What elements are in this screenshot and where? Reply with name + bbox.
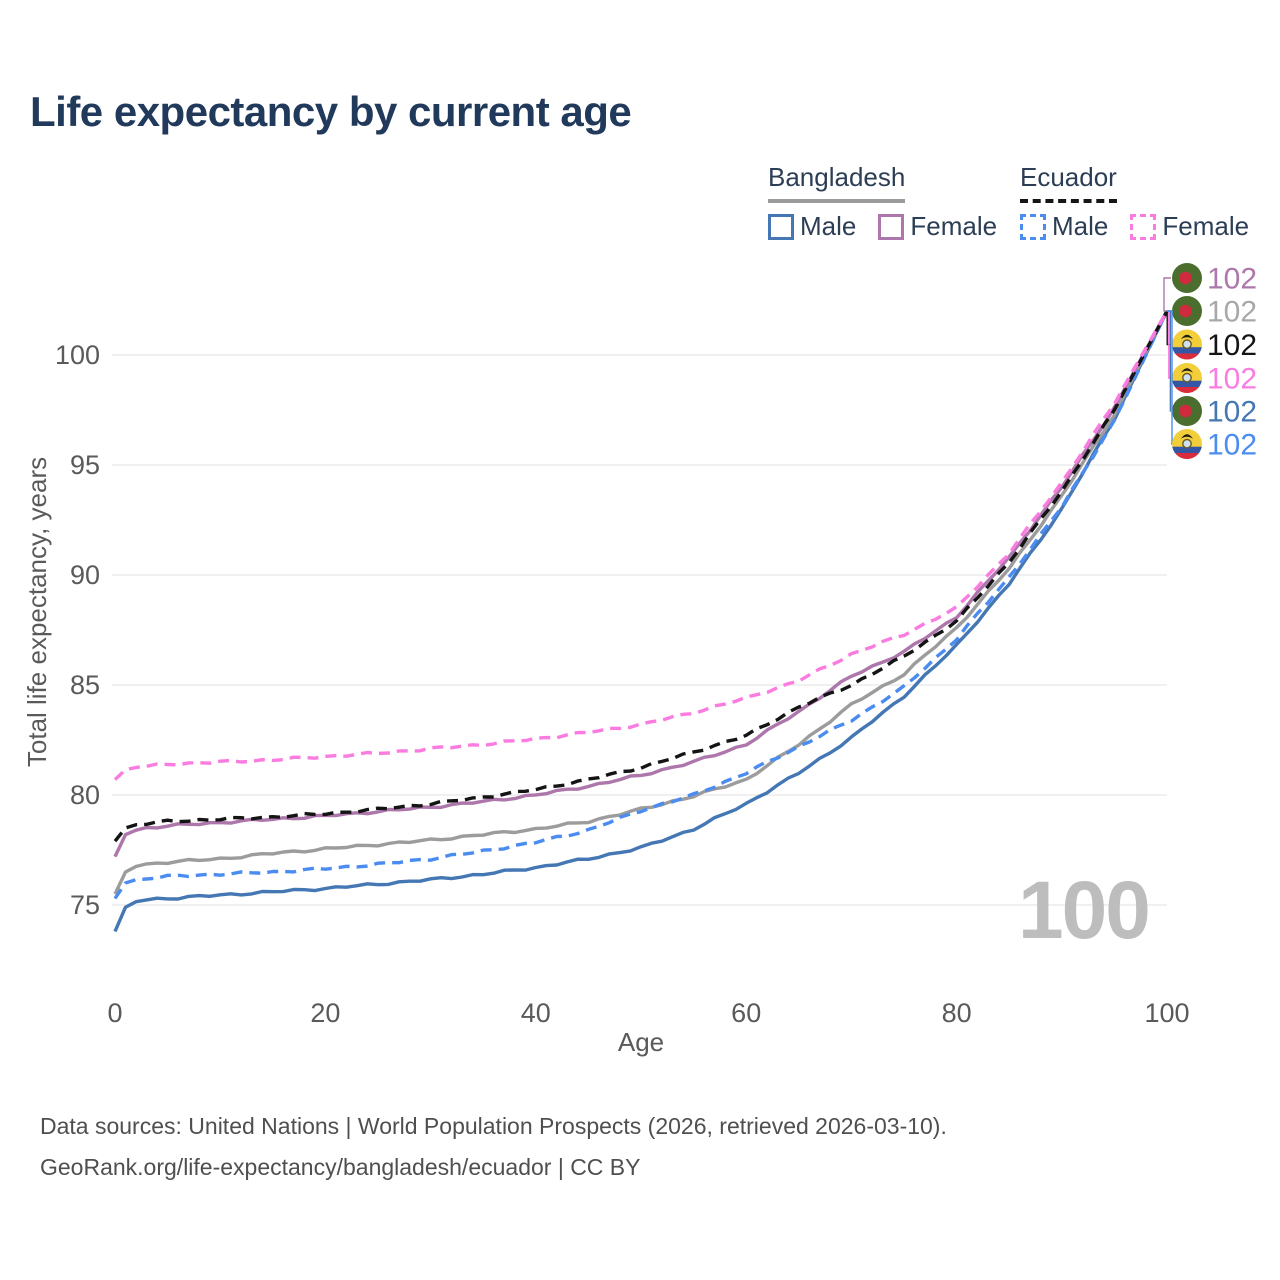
series-line-bd-total[interactable]	[113, 310, 1169, 895]
end-label-ec-male: 102	[1167, 310, 1257, 462]
ecuador-female-swatch-icon	[1130, 213, 1157, 240]
flag-bangladesh-icon	[1172, 396, 1202, 426]
legend-country-ecuador[interactable]: Ecuador	[1020, 162, 1117, 203]
y-tick-label-85: 85	[70, 670, 100, 700]
y-tick-label-75: 75	[70, 890, 100, 920]
y-tick-label-90: 90	[70, 560, 100, 590]
page-title: Life expectancy by current age	[30, 88, 632, 135]
legend-label-ecuador-female: Female	[1162, 211, 1250, 241]
legend-label-ecuador-male: Male	[1052, 211, 1109, 241]
legend-item-bangladesh-male[interactable]: Male	[768, 211, 856, 242]
flag-ecuador-icon	[1172, 429, 1202, 459]
leader-line-ec-male	[1167, 310, 1173, 445]
flag-ecuador-icon	[1172, 329, 1202, 360]
legend-item-bangladesh-female[interactable]: Female	[878, 211, 997, 242]
legend-items-ecuador: Male Female	[1020, 211, 1271, 242]
data-sources-line: Data sources: United Nations | World Pop…	[40, 1113, 947, 1139]
end-label-bd-male: 102	[1167, 310, 1257, 429]
leader-line-bd-female	[1163, 277, 1171, 312]
y-tick-label-80: 80	[70, 780, 100, 810]
x-axis-title: Age	[618, 1027, 664, 1057]
legend-group-ecuador: Ecuador Male Female	[1020, 162, 1271, 242]
end-label-bd-female: 102	[1163, 263, 1257, 312]
series-line-ec-male[interactable]	[113, 310, 1169, 900]
x-tick-label-0: 0	[107, 998, 122, 1028]
y-axis-title: Total life expectancy, years	[22, 457, 52, 767]
series-line-bd-female[interactable]	[113, 310, 1169, 858]
x-tick-label-20: 20	[310, 998, 340, 1028]
y-tick-label-95: 95	[70, 450, 100, 480]
chart-footer: Data sources: United Nations | World Pop…	[40, 1106, 947, 1188]
legend-group-bangladesh: Bangladesh Male Female	[768, 162, 1019, 242]
end-value-bd-male: 102	[1207, 396, 1257, 429]
end-value-ec-male: 102	[1207, 429, 1257, 462]
end-value-ec-total: 102	[1207, 329, 1257, 362]
x-tick-label-60: 60	[731, 998, 761, 1028]
bangladesh-male-swatch-icon	[768, 213, 794, 240]
bangladesh-female-swatch-icon	[878, 213, 905, 240]
x-tick-label-80: 80	[942, 998, 972, 1028]
series-line-bd-male[interactable]	[113, 310, 1169, 933]
end-label-bd-total: 102	[1165, 296, 1257, 329]
age-counter-watermark: 100	[1018, 865, 1151, 956]
legend-label-bangladesh-female: Female	[910, 211, 998, 241]
flag-bangladesh-icon	[1172, 296, 1202, 326]
end-value-ec-female: 102	[1207, 363, 1257, 396]
flag-ecuador-icon	[1172, 363, 1202, 393]
end-label-ec-total: 102	[1166, 310, 1257, 362]
legend-item-ecuador-female[interactable]: Female	[1130, 211, 1249, 242]
series-line-ec-total[interactable]	[113, 310, 1169, 843]
x-tick-label-40: 40	[521, 998, 551, 1028]
attribution-line: GeoRank.org/life-expectancy/bangladesh/e…	[40, 1154, 641, 1180]
legend-item-ecuador-male[interactable]: Male	[1020, 211, 1108, 242]
legend-items-bangladesh: Male Female	[768, 211, 1019, 242]
end-value-bd-total: 102	[1207, 296, 1257, 329]
ecuador-male-swatch-icon	[1020, 213, 1046, 240]
legend-label-bangladesh-male: Male	[800, 211, 857, 241]
series-line-ec-female[interactable]	[113, 310, 1169, 781]
flag-bangladesh-icon	[1172, 263, 1202, 293]
end-label-ec-female: 102	[1167, 310, 1257, 396]
legend-country-bangladesh[interactable]: Bangladesh	[768, 162, 906, 203]
end-value-bd-female: 102	[1207, 263, 1257, 296]
x-tick-label-100: 100	[1144, 998, 1189, 1028]
y-tick-label-100: 100	[55, 340, 100, 370]
